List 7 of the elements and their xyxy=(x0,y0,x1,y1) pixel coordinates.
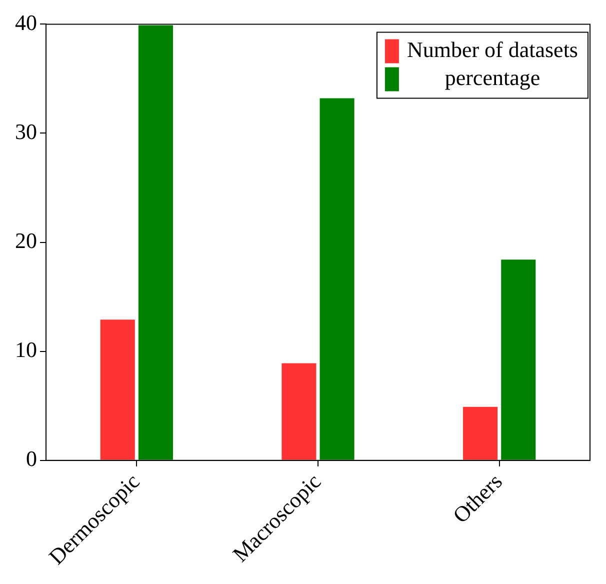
legend-label: Number of datasets xyxy=(406,36,578,62)
y-tick-label: 30 xyxy=(15,119,37,144)
y-tick-label: 10 xyxy=(15,337,37,362)
y-tick-label: 20 xyxy=(15,228,37,254)
y-tick-label: 40 xyxy=(15,10,37,35)
legend-label: percentage xyxy=(444,64,540,90)
y-tick-label: 0 xyxy=(26,446,37,472)
